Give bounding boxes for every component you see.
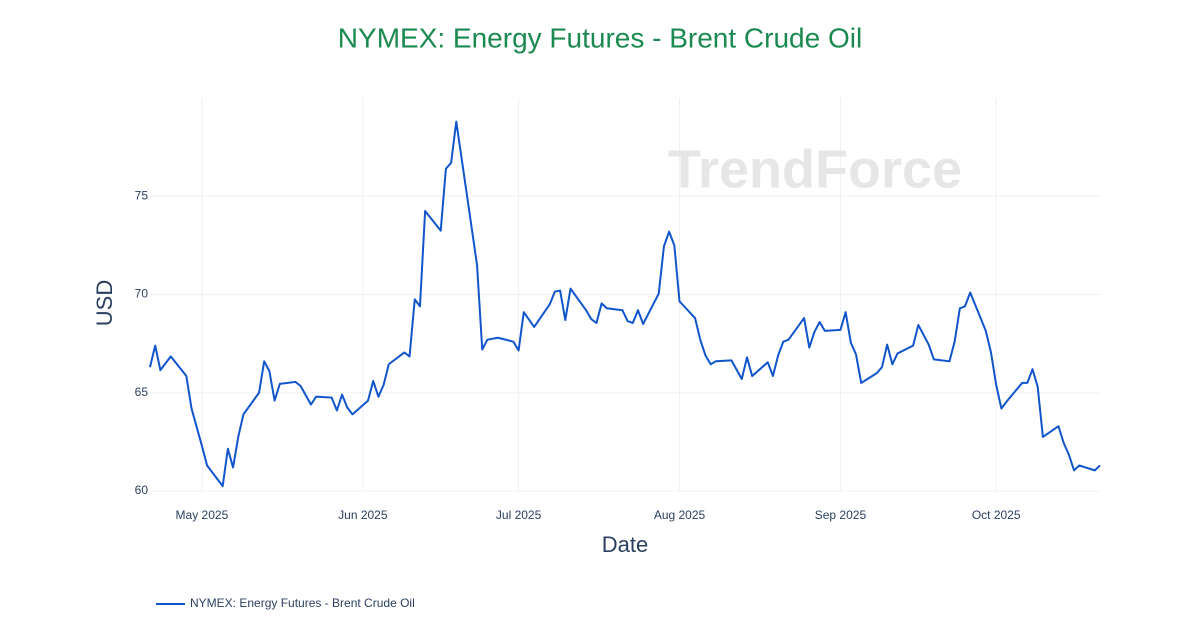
x-tick-label: Sep 2025 [815, 508, 867, 522]
y-tick-label: 70 [135, 287, 149, 301]
x-tick-label: Jun 2025 [338, 508, 388, 522]
x-tick-label: Aug 2025 [654, 508, 706, 522]
x-tick-label: May 2025 [176, 508, 229, 522]
y-tick-label: 75 [135, 188, 149, 202]
y-axis-title: USD [92, 280, 117, 326]
chart-title: NYMEX: Energy Futures - Brent Crude Oil [338, 22, 862, 53]
watermark: TrendForce [668, 139, 962, 199]
x-tick-label: Oct 2025 [972, 508, 1021, 522]
legend-label: NYMEX: Energy Futures - Brent Crude Oil [190, 596, 415, 610]
x-tick-label: Jul 2025 [496, 508, 542, 522]
y-tick-label: 60 [135, 483, 149, 497]
data-line [149, 120, 1101, 488]
x-axis-title: Date [602, 532, 648, 557]
y-tick-label: 65 [135, 385, 149, 399]
